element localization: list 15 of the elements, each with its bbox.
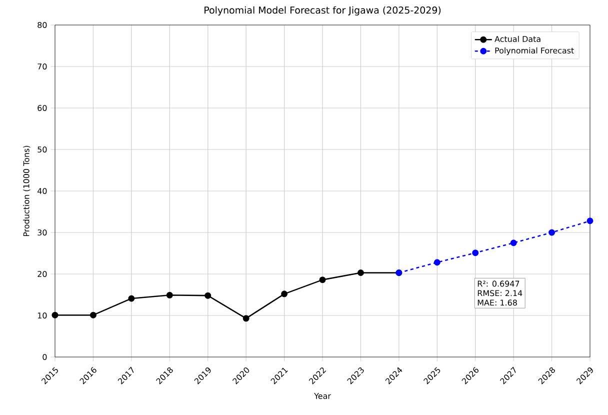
point <box>52 312 58 318</box>
point <box>90 312 96 318</box>
point <box>357 270 364 276</box>
point <box>510 240 517 246</box>
point <box>281 290 288 298</box>
point <box>548 229 556 236</box>
point <box>434 259 440 266</box>
point <box>204 292 212 299</box>
point <box>242 315 250 322</box>
point <box>472 250 479 256</box>
point <box>166 292 173 298</box>
point <box>128 295 135 302</box>
point <box>319 276 326 284</box>
chart-title: Polynomial Model Forecast for Jigawa (2025-2029) <box>204 6 441 16</box>
point <box>586 218 594 224</box>
